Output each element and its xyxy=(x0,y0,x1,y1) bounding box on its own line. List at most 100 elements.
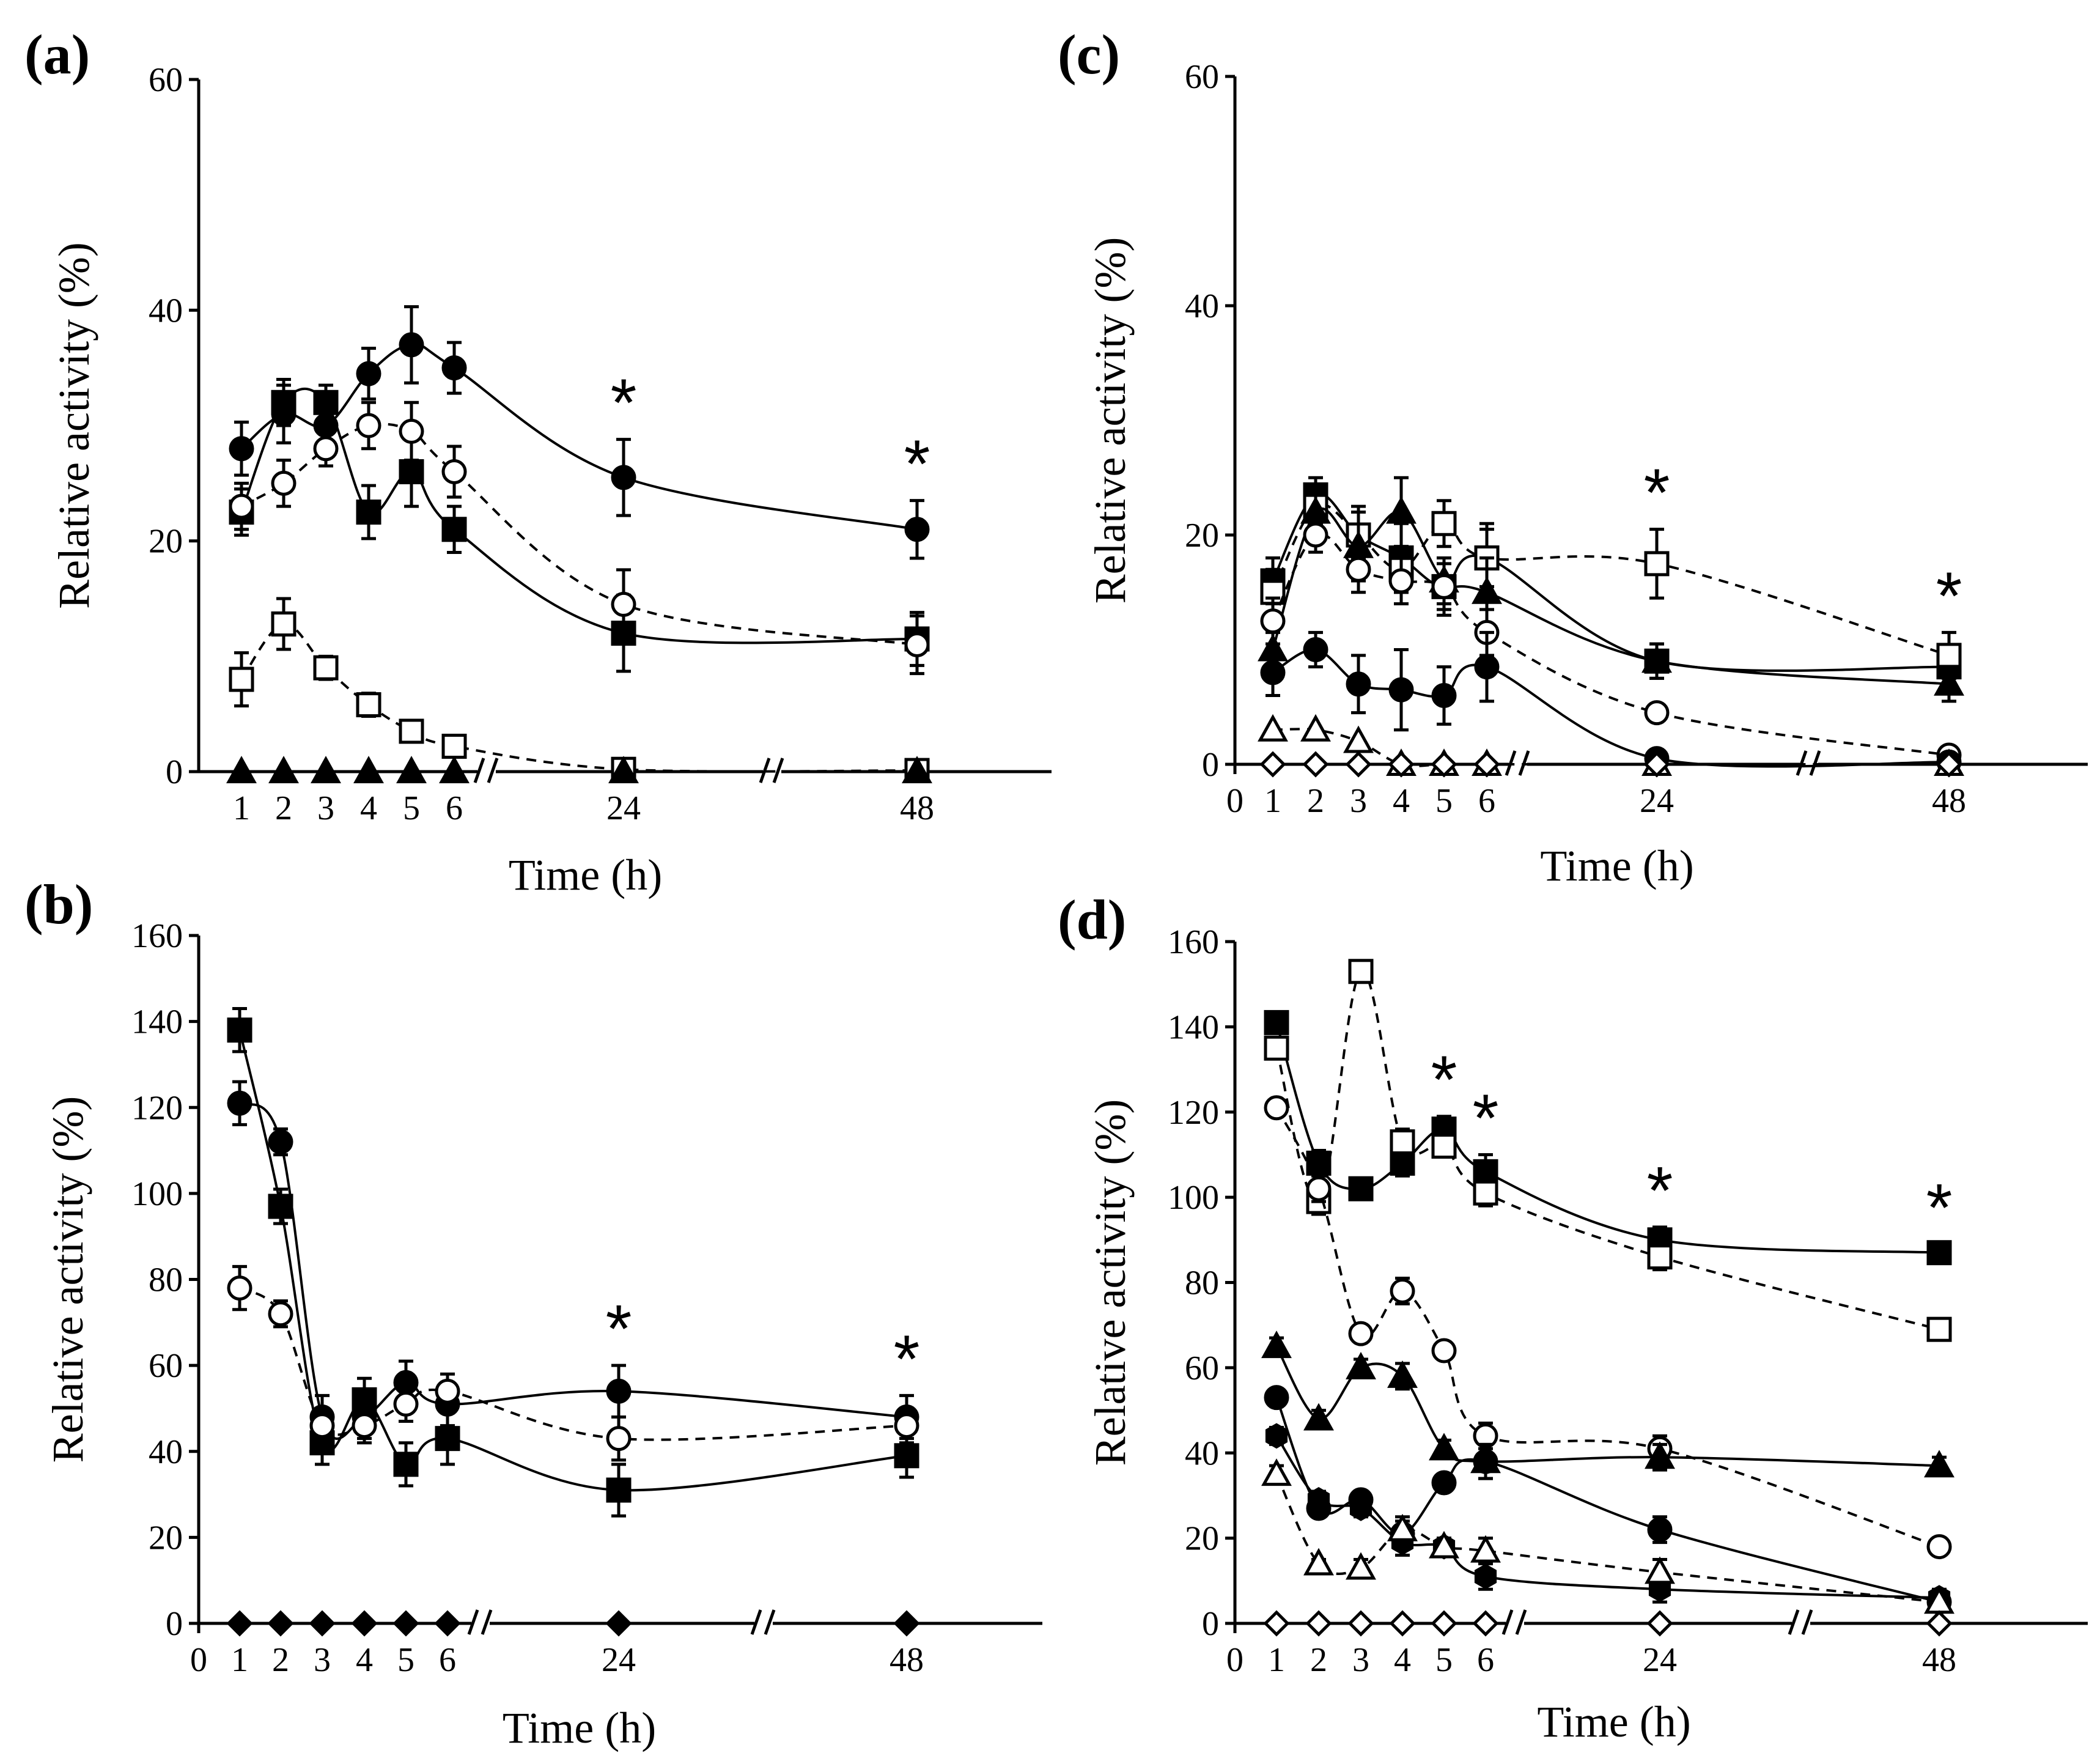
data-point xyxy=(1303,1403,1334,1431)
y-axis-title: Relative activity (%) xyxy=(1086,1099,1135,1466)
x-tick-label: 3 xyxy=(1352,1641,1369,1679)
data-point xyxy=(267,1610,294,1637)
data-point xyxy=(1264,1095,1289,1121)
data-point xyxy=(441,459,467,484)
fit-curve xyxy=(1272,648,1950,768)
data-point xyxy=(439,756,470,784)
x-tick-label: 24 xyxy=(1640,782,1674,820)
series-filled-diamond xyxy=(226,1610,920,1637)
data-point xyxy=(229,666,254,692)
x-tick-label: 2 xyxy=(272,1641,289,1679)
data-point xyxy=(226,756,257,784)
fit-curve xyxy=(1272,728,1950,767)
data-point xyxy=(1431,683,1457,708)
data-point xyxy=(226,1610,253,1637)
data-point xyxy=(1258,714,1288,742)
axis-break-mark xyxy=(1501,1609,1514,1635)
fit-curve xyxy=(1275,1474,1940,1604)
significance-asterisk: * xyxy=(1644,456,1670,531)
data-point xyxy=(606,1477,632,1503)
significance-asterisk: * xyxy=(611,366,637,441)
fit-curve xyxy=(240,622,918,773)
data-point xyxy=(1343,725,1374,753)
panel-label: (b) xyxy=(24,873,93,936)
data-point xyxy=(1472,576,1502,604)
y-tick-label: 120 xyxy=(131,1089,183,1127)
x-tick-label: 24 xyxy=(1643,1641,1677,1679)
data-point xyxy=(1429,1433,1459,1461)
data-point xyxy=(1431,574,1457,599)
axis-break-mark xyxy=(467,1609,479,1635)
y-tick-label: 0 xyxy=(1202,746,1219,784)
y-tick-label: 100 xyxy=(1168,1179,1219,1217)
significance-asterisk: * xyxy=(1647,1153,1673,1228)
y-tick-label: 60 xyxy=(149,1347,183,1385)
data-point xyxy=(356,413,381,438)
axis-break-mark xyxy=(481,1609,493,1635)
data-point xyxy=(1926,1240,1952,1266)
data-point xyxy=(1386,496,1417,524)
data-point xyxy=(435,1378,460,1404)
data-point xyxy=(309,1413,335,1439)
axis-break-mark xyxy=(1801,1609,1813,1635)
y-tick-label: 120 xyxy=(1168,1094,1219,1132)
data-point xyxy=(606,1378,632,1404)
data-point xyxy=(1431,511,1457,536)
y-tick-label: 100 xyxy=(131,1175,183,1213)
data-point xyxy=(1472,1610,1499,1637)
data-point xyxy=(1346,556,1371,582)
data-point xyxy=(1474,654,1500,680)
data-point xyxy=(1259,751,1286,778)
data-point xyxy=(313,655,339,681)
y-tick-label: 20 xyxy=(149,523,183,561)
data-point xyxy=(1936,643,1962,668)
data-point xyxy=(611,465,636,490)
x-tick-label: 5 xyxy=(397,1641,414,1679)
y-tick-label: 80 xyxy=(1185,1264,1219,1302)
x-tick-label: 48 xyxy=(1932,782,1966,820)
data-point xyxy=(1261,1458,1292,1486)
data-point xyxy=(1347,1610,1374,1637)
data-point xyxy=(399,459,424,484)
data-point xyxy=(608,756,639,784)
x-tick-label: 1 xyxy=(1268,1641,1285,1679)
fit-curve xyxy=(1275,1022,1940,1254)
significance-asterisk: * xyxy=(1431,1043,1457,1118)
panel-label: (c) xyxy=(1058,23,1120,86)
significance-asterisk: * xyxy=(894,1321,920,1397)
fit-curve xyxy=(1275,1435,1940,1600)
y-tick-label: 40 xyxy=(1185,1434,1219,1472)
data-point xyxy=(1305,1610,1332,1637)
data-point xyxy=(1261,1330,1292,1359)
data-point xyxy=(611,591,636,617)
data-point xyxy=(1926,1610,1953,1637)
axis-break-mark xyxy=(772,758,784,783)
data-point xyxy=(1303,637,1328,662)
series-filled-triangle xyxy=(226,756,932,784)
series-filled-square xyxy=(1264,1009,1952,1266)
data-point xyxy=(1348,1321,1374,1346)
data-point xyxy=(313,389,339,415)
data-point xyxy=(894,1443,919,1469)
y-tick-label: 140 xyxy=(131,1003,183,1041)
data-point xyxy=(902,756,932,784)
significance-asterisk: * xyxy=(1926,1170,1953,1246)
data-point xyxy=(399,718,424,744)
series-filled-square xyxy=(1260,476,1962,686)
x-tick-label: 0 xyxy=(190,1641,207,1679)
data-point xyxy=(1388,751,1415,778)
data-point xyxy=(1390,1129,1415,1155)
data-point xyxy=(1926,1316,1952,1342)
x-tick-label: 1 xyxy=(233,789,250,827)
data-point xyxy=(229,493,254,519)
data-point xyxy=(1346,1552,1376,1580)
data-point xyxy=(1647,1244,1673,1270)
data-point xyxy=(1265,1423,1288,1449)
x-tick-label: 6 xyxy=(1477,1641,1494,1679)
fit-curve xyxy=(238,1030,907,1492)
data-point xyxy=(1302,751,1329,778)
series-filled-triangle xyxy=(1261,1330,1954,1480)
y-tick-label: 140 xyxy=(1168,1008,1219,1046)
x-tick-label: 2 xyxy=(1307,782,1324,820)
